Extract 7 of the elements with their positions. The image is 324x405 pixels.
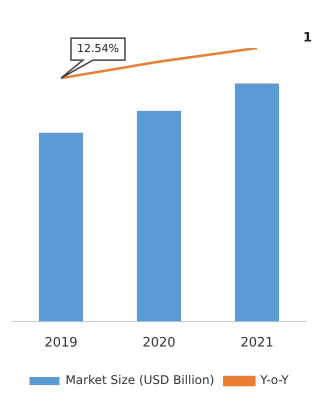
legend-label: Market Size (USD Billion) bbox=[65, 373, 214, 388]
x-tick-label: 2021 bbox=[240, 336, 274, 351]
text: 1 bbox=[302, 30, 312, 46]
annotation: 12.54% bbox=[76, 42, 119, 55]
legend-label: Y-o-Y bbox=[259, 373, 290, 388]
x-tick-label: 2019 bbox=[44, 336, 78, 351]
x-tick-label: 2020 bbox=[142, 336, 176, 351]
